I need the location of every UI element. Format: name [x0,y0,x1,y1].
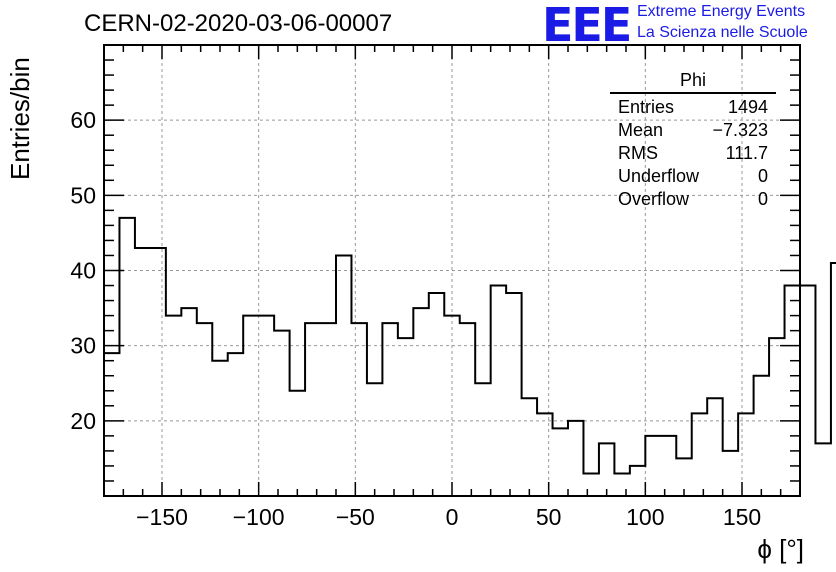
y-axis-label: Entries/bin [5,57,35,180]
stats-row: Underflow 0 [610,165,776,188]
x-tick-label: 100 [626,504,664,530]
stats-row: Entries 1494 [610,96,776,119]
stats-row: Overflow 0 [610,188,776,211]
grid-lines [104,45,800,496]
y-tick-label: 30 [70,333,96,359]
logo-line-1: Extreme Energy Events [637,3,806,20]
chart-title: CERN-02-2020-03-06-00007 [84,10,393,37]
axis-ticks: −150 −100 −50 0 50 100 150 20 30 40 50 60 [70,45,800,530]
stats-label: Overflow [618,189,690,209]
x-tick-label: 50 [536,504,562,530]
stats-label: Entries [618,97,675,117]
x-tick-label: 150 [723,504,761,530]
stats-value: 0 [757,166,768,186]
y-tick-label: 40 [70,258,96,284]
stats-box: Phi Entries 1494 Mean −7.323 RMS 111.7 U… [610,70,776,211]
x-axis-label: ϕ [°] [757,534,804,564]
x-tick-label: −150 [136,504,188,530]
stats-row: Mean −7.323 [610,119,776,142]
y-tick-label: 20 [70,408,96,434]
histogram-step-line [103,216,836,496]
stats-value: 1494 [727,97,768,117]
stats-row: RMS 111.7 [610,142,776,165]
stats-value: −7.323 [712,120,768,140]
stats-label: Mean [618,120,664,140]
stats-value: 0 [757,189,768,209]
x-tick-label: −50 [336,504,375,530]
stats-title: Phi [610,70,776,94]
logo-line-2: La Scienza nelle Scuole [637,24,808,41]
y-tick-label: 60 [70,107,96,133]
stats-value: 111.7 [725,143,768,163]
eee-logo: EEE [542,0,632,52]
x-tick-label: −100 [233,504,285,530]
stats-label: RMS [618,143,658,163]
y-tick-label: 50 [70,182,96,208]
x-tick-label: 0 [446,504,459,530]
stats-label: Underflow [618,166,700,186]
